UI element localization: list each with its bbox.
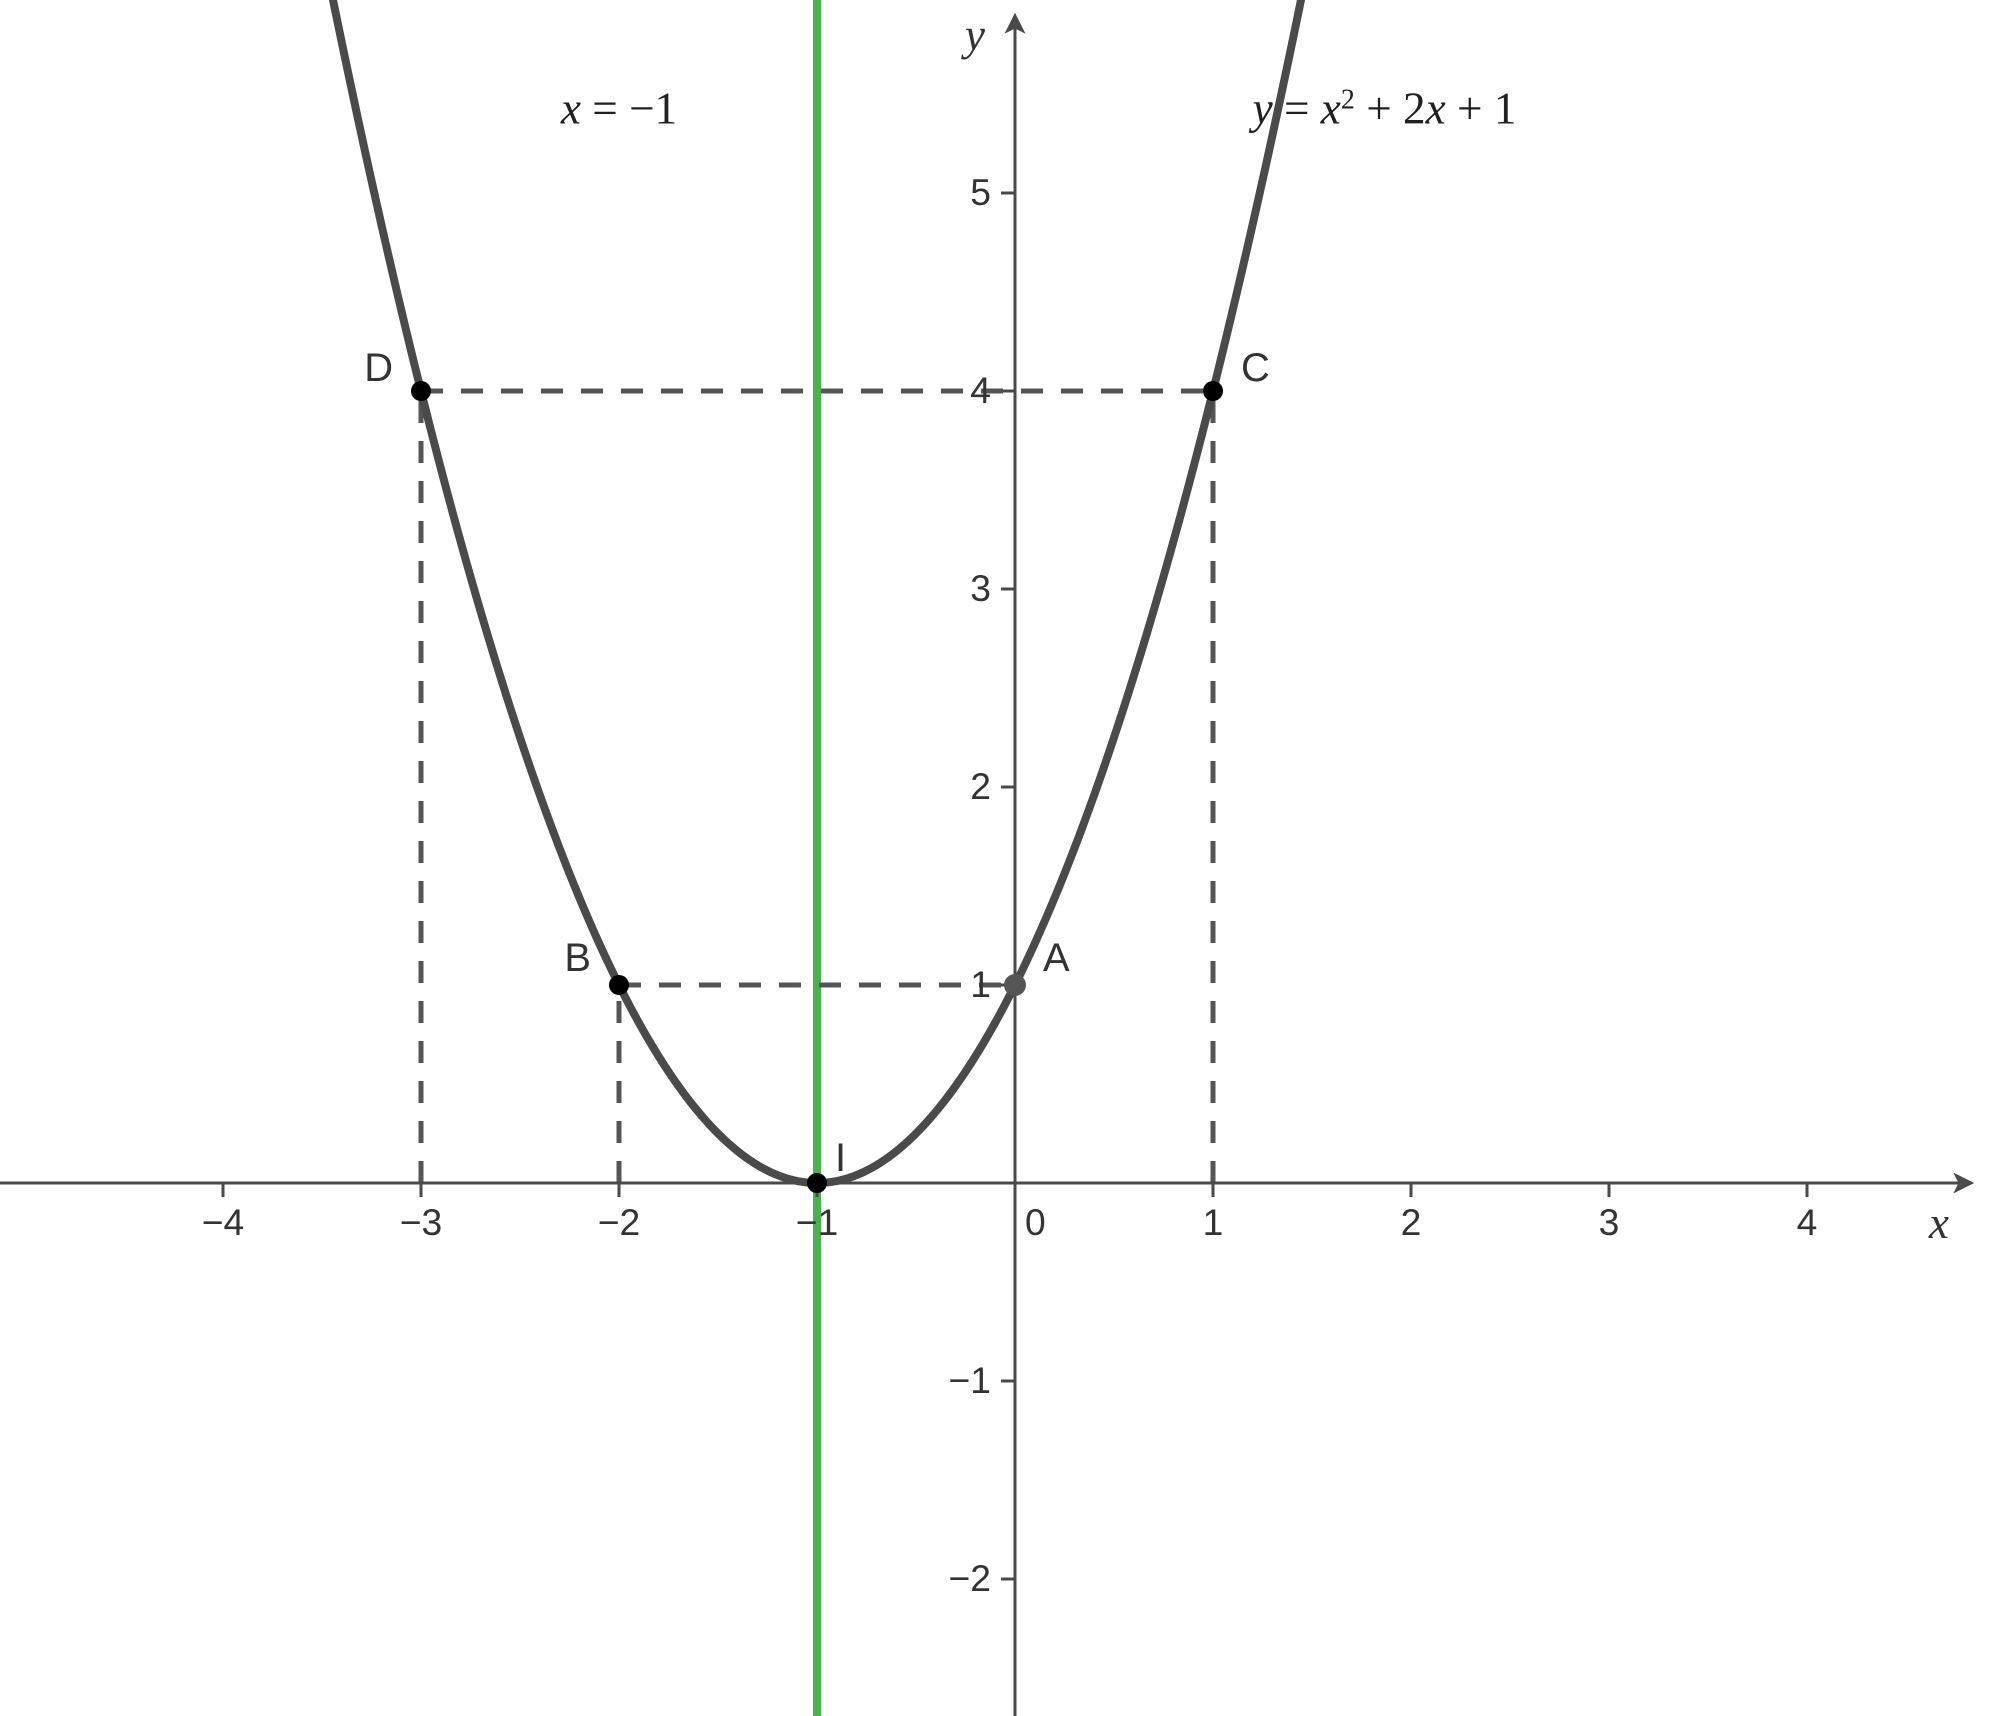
y-tick-label: 5	[970, 171, 991, 213]
y-tick-label: −1	[949, 1359, 991, 1401]
point-C	[1203, 381, 1223, 401]
point-D	[411, 381, 431, 401]
x-tick-label: 1	[1203, 1201, 1224, 1243]
x-tick-label: −4	[202, 1201, 244, 1243]
point-B	[609, 975, 629, 995]
y-tick-label: 4	[970, 369, 991, 411]
point-label-D: D	[364, 346, 393, 390]
point-A	[1004, 974, 1026, 996]
symmetry-line-label: x = −1	[560, 84, 677, 134]
x-tick-label: −3	[400, 1201, 442, 1243]
y-tick-label: 1	[970, 963, 991, 1005]
x-tick-label: 2	[1401, 1201, 1422, 1243]
x-tick-label: −2	[598, 1201, 640, 1243]
x-tick-label: 3	[1599, 1201, 1620, 1243]
point-label-C: C	[1241, 346, 1270, 390]
x-tick-label: 4	[1797, 1201, 1818, 1243]
y-tick-label: 2	[970, 765, 991, 807]
x-axis-label: x	[1928, 1198, 1949, 1248]
point-label-I: I	[835, 1136, 846, 1180]
point-label-B: B	[564, 936, 591, 980]
point-I	[807, 1173, 827, 1193]
y-tick-label: −2	[949, 1557, 991, 1599]
x-tick-label: −1	[796, 1201, 838, 1243]
parabola-equation-label: y = x2 + 2x + 1	[1249, 84, 1517, 134]
chart-svg: −4 −3 −2 −1 0 1 2 3 4 −2 −1 1 2 3 4 5 x y I A B C Dx = −1 y = x…	[0, 0, 1989, 1716]
y-tick-label: 3	[970, 567, 991, 609]
x-tick-label: 0	[1025, 1201, 1046, 1243]
parabola-chart: −4 −3 −2 −1 0 1 2 3 4 −2 −1 1 2 3 4 5 x y I A B C Dx = −1 y = x…	[0, 0, 1989, 1716]
point-label-A: A	[1043, 936, 1070, 980]
y-axis-label: y	[961, 10, 986, 60]
